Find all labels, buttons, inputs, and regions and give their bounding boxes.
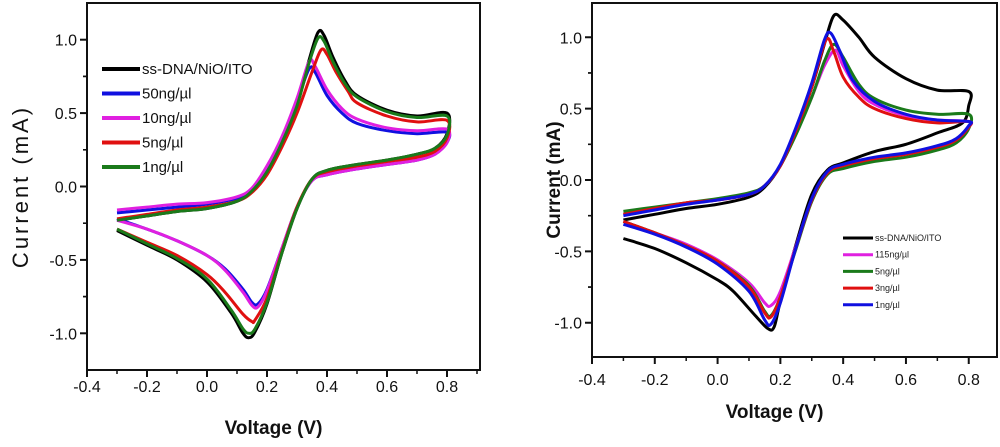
- x-tick-label: 0.0: [196, 379, 218, 396]
- legend-label: 10ng/µl: [142, 110, 192, 127]
- x-tick-label: -0.2: [641, 372, 669, 389]
- legend-label: 50ng/µl: [142, 86, 192, 103]
- legend-label: 115ng/µl: [875, 250, 909, 260]
- x-tick-label: 0.2: [769, 372, 791, 389]
- y-tick-label: 0.5: [560, 102, 582, 119]
- x-tick-label: -0.4: [73, 379, 101, 396]
- y-tick-label: -0.5: [554, 244, 582, 261]
- x-tick-label: -0.2: [133, 379, 161, 396]
- x-axis-label: Voltage (V): [225, 418, 323, 439]
- legend-label: 5ng/µl: [875, 266, 900, 276]
- series-line-5: [116, 35, 452, 335]
- chart-panel-1: -0.4 -0.2 0.0 0.2 0.4 0.6 0.8 -1.0 -0.5 0.0 0.5 1.0…: [8, 2, 481, 439]
- y-tick-label: 1.0: [55, 33, 77, 50]
- x-axis-label: Voltage (V): [726, 402, 824, 423]
- legend-label: 1ng/µl: [875, 300, 900, 310]
- y-axis-label: Current (mA): [544, 121, 565, 238]
- y-tick-label: -1.0: [554, 316, 582, 333]
- series-line-4: [622, 37, 974, 320]
- legend-label: 3ng/µl: [875, 283, 900, 293]
- legend-label: 1ng/µl: [142, 159, 183, 176]
- x-tick-label: 0.6: [376, 379, 398, 396]
- chart-panel-2: -0.4 -0.2 0.0 0.2 0.4 0.6 0.8 -1.0 -0.5 0.0 0.5 1.0…: [544, 2, 998, 423]
- y-tick-label: -0.5: [49, 253, 77, 270]
- y-tick-label: 0.0: [55, 180, 77, 197]
- series-line-3: [116, 57, 452, 310]
- y-tick-label: 0.5: [55, 106, 77, 123]
- plot-frame: [591, 2, 998, 358]
- x-tick-label: 0.6: [895, 372, 917, 389]
- x-tick-label: 0.2: [256, 379, 278, 396]
- x-tick-label: 0.8: [436, 379, 458, 396]
- x-tick-label: 0.8: [958, 372, 980, 389]
- legend-label: ss-DNA/NiO/ITO: [875, 233, 941, 243]
- legend-label: 5ng/µl: [142, 135, 183, 152]
- x-tick-label: -0.4: [578, 372, 606, 389]
- series-line-5: [622, 30, 974, 328]
- x-tick-label: 0.4: [832, 372, 854, 389]
- y-axis-label: Current (mA): [8, 105, 33, 268]
- series-line-2: [622, 48, 974, 309]
- y-tick-label: 0.0: [560, 173, 582, 190]
- plot-frame: [86, 2, 481, 371]
- x-tick-label: 0.0: [706, 372, 728, 389]
- series-line-1: [622, 12, 973, 332]
- legend-label: ss-DNA/NiO/ITO: [142, 61, 253, 78]
- y-tick-label: -1.0: [49, 326, 77, 343]
- x-tick-label: 0.4: [316, 379, 338, 396]
- y-tick-label: 1.0: [560, 30, 582, 47]
